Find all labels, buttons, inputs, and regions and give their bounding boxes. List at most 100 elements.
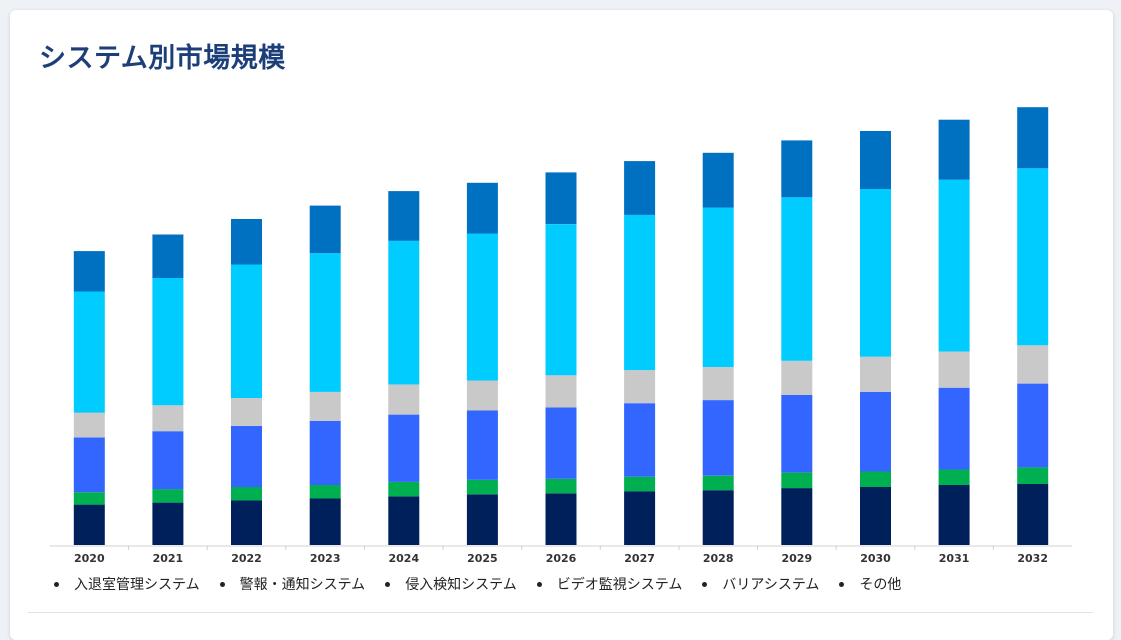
bar-2031-series-0 xyxy=(938,485,970,545)
bar-2025-series-0 xyxy=(466,494,498,545)
bar-2028-series-0 xyxy=(702,490,734,545)
bar-2022-series-0 xyxy=(231,500,262,545)
bar-2029-series-0 xyxy=(781,488,813,545)
bar-2024-series-3 xyxy=(388,384,420,415)
bar-2024-series-4 xyxy=(388,240,420,385)
bar-2025-series-3 xyxy=(466,380,498,411)
legend-item: ビデオ監視システム xyxy=(536,574,683,594)
bar-2022-series-4 xyxy=(231,264,262,398)
bar-2024-series-2 xyxy=(388,414,420,482)
bar-2026-series-5 xyxy=(545,172,577,225)
bar-2031-series-2 xyxy=(938,387,970,470)
legend-bullet-icon xyxy=(702,581,708,587)
bar-2027-series-5 xyxy=(624,161,656,215)
x-tick-label: 2023 xyxy=(310,552,341,565)
bar-2031-series-3 xyxy=(938,351,970,388)
bar-2021-series-2 xyxy=(152,431,184,490)
x-tick-label: 2029 xyxy=(781,552,812,565)
bar-2027-series-4 xyxy=(624,214,656,371)
x-tick-label: 2031 xyxy=(939,552,970,565)
bar-2027-series-0 xyxy=(624,491,656,545)
bar-2024-series-0 xyxy=(388,496,420,545)
x-tick-label: 2030 xyxy=(860,552,891,565)
bar-2030-series-2 xyxy=(860,391,891,472)
bar-2024-series-1 xyxy=(388,481,420,497)
legend-bullet-icon xyxy=(839,581,845,587)
bar-2021-series-1 xyxy=(152,489,184,503)
bar-2023-series-0 xyxy=(309,498,341,545)
x-tick-label: 2024 xyxy=(388,552,419,565)
bar-2025-series-4 xyxy=(466,233,498,381)
legend-item: その他 xyxy=(839,574,901,594)
legend-label: ビデオ監視システム xyxy=(556,577,683,593)
legend-bullet-icon xyxy=(536,581,542,587)
bar-2023-series-3 xyxy=(309,391,341,421)
bar-2028-series-3 xyxy=(702,367,734,401)
bar-2025-series-1 xyxy=(466,479,498,495)
bar-2023-series-5 xyxy=(309,205,341,254)
legend-bullet-icon xyxy=(385,581,391,587)
bar-2022-series-5 xyxy=(231,219,262,265)
bar-2027-series-3 xyxy=(624,370,656,404)
bar-2021-series-0 xyxy=(152,502,184,545)
bar-2029-series-1 xyxy=(781,472,813,489)
bar-2031-series-5 xyxy=(938,119,970,180)
bar-2024-series-5 xyxy=(388,191,420,241)
bar-2026-series-4 xyxy=(545,224,577,376)
bar-2020-series-2 xyxy=(73,437,105,493)
bar-2026-series-0 xyxy=(545,493,577,545)
legend-item: バリアシステム xyxy=(702,574,819,594)
legend-bullet-icon xyxy=(54,581,59,587)
bar-2023-series-1 xyxy=(309,485,341,499)
bar-2021-series-5 xyxy=(152,234,184,278)
bar-2027-series-1 xyxy=(624,476,656,492)
legend-label: 侵入検知システム xyxy=(405,577,517,593)
bar-2028-series-5 xyxy=(702,152,734,208)
bar-2028-series-1 xyxy=(702,475,734,491)
bar-2029-series-5 xyxy=(781,140,813,198)
bar-2026-series-3 xyxy=(545,375,577,408)
bar-2020-series-1 xyxy=(73,492,105,505)
legend-item: 入退室管理システム xyxy=(54,574,200,594)
bar-2021-series-3 xyxy=(152,405,184,432)
bar-2020-series-4 xyxy=(73,291,105,413)
bar-2032-series-0 xyxy=(1017,483,1049,545)
x-tick-label: 2022 xyxy=(231,552,262,565)
bar-2030-series-4 xyxy=(860,189,891,357)
bar-2030-series-1 xyxy=(860,471,891,487)
x-tick-label: 2021 xyxy=(153,552,184,565)
bar-2022-series-2 xyxy=(231,426,262,488)
x-tick-label: 2032 xyxy=(1017,552,1048,565)
bar-2029-series-2 xyxy=(781,394,813,473)
bar-2029-series-4 xyxy=(781,197,813,361)
chart-legend: 入退室管理システム 警報・通知システム 侵入検知システム ビデオ監視システム バリアシス… xyxy=(54,574,901,594)
bar-2020-series-3 xyxy=(73,412,105,438)
bar-2026-series-2 xyxy=(545,407,577,479)
bar-2032-series-3 xyxy=(1017,345,1049,384)
bar-2032-series-1 xyxy=(1017,467,1049,484)
page-title: システム別市場規模 xyxy=(39,43,286,74)
bar-2032-series-2 xyxy=(1017,383,1049,468)
bar-2031-series-1 xyxy=(938,469,970,485)
x-tick-label: 2025 xyxy=(467,552,498,565)
bar-2028-series-2 xyxy=(702,400,734,476)
bar-2025-series-2 xyxy=(466,410,498,480)
bar-2030-series-3 xyxy=(860,356,891,392)
bar-2031-series-4 xyxy=(938,179,970,352)
x-tick-label: 2028 xyxy=(703,552,734,565)
bar-2023-series-2 xyxy=(309,420,341,485)
bar-2023-series-4 xyxy=(309,253,341,392)
x-tick-label: 2020 xyxy=(74,552,105,565)
bar-2027-series-2 xyxy=(624,403,656,477)
x-tick-label: 2026 xyxy=(546,552,577,565)
legend-label: 入退室管理システム xyxy=(74,577,200,593)
bar-2021-series-4 xyxy=(152,278,184,406)
bar-2029-series-3 xyxy=(781,360,813,395)
legend-label: その他 xyxy=(859,577,902,593)
bar-2022-series-3 xyxy=(231,398,262,426)
bar-2022-series-1 xyxy=(231,487,262,501)
bar-2030-series-0 xyxy=(860,487,891,545)
bar-2032-series-4 xyxy=(1017,168,1049,346)
bar-2026-series-1 xyxy=(545,478,577,494)
